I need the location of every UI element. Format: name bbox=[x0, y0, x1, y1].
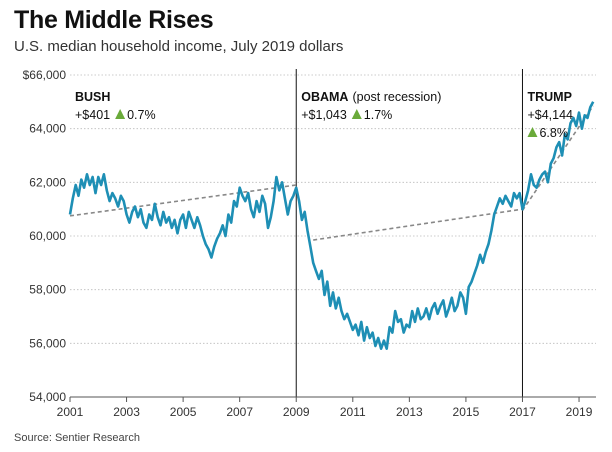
x-tick-label: 2017 bbox=[509, 405, 536, 419]
era-name: TRUMP bbox=[527, 90, 571, 104]
era-dividers bbox=[295, 69, 523, 397]
y-tick-label: 60,000 bbox=[29, 229, 66, 243]
era-percent: 6.8% bbox=[539, 126, 568, 140]
era-change: +$4,144 bbox=[527, 108, 573, 122]
source-note: Source: Sentier Research bbox=[14, 432, 140, 444]
x-tick-label: 2011 bbox=[340, 405, 366, 419]
era-change: +$1,043 bbox=[301, 108, 347, 122]
chart-subtitle: U.S. median household income, July 2019 … bbox=[14, 38, 344, 55]
up-triangle-icon bbox=[351, 109, 362, 119]
trend-line bbox=[69, 184, 297, 217]
y-tick-label: 56,000 bbox=[29, 336, 66, 350]
y-tick-label: 64,000 bbox=[29, 122, 66, 136]
x-tick-label: 2015 bbox=[453, 405, 480, 419]
x-tick-label: 2007 bbox=[226, 405, 253, 419]
up-triangle-icon bbox=[115, 109, 126, 119]
x-tick-label: 2003 bbox=[113, 405, 140, 419]
x-tick-label: 2013 bbox=[396, 405, 423, 419]
axis-labels: $66,000 64,000 62,000 60,000 58,000 56,000 54,… bbox=[23, 68, 596, 419]
x-tick-label: 2019 bbox=[566, 405, 593, 419]
era-percent: 1.7% bbox=[364, 108, 393, 122]
y-tick-label: 62,000 bbox=[29, 175, 66, 189]
up-triangle-icon bbox=[527, 127, 538, 137]
era-annotations: BUSH +$401 0.7% OBAMA (post recession) +$1,04… bbox=[75, 90, 573, 140]
series-layer bbox=[68, 101, 595, 351]
era-change: +$401 bbox=[75, 108, 110, 122]
era-name: OBAMA bbox=[301, 90, 348, 104]
era-subtitle: (post recession) bbox=[352, 90, 441, 104]
gridlines bbox=[70, 74, 596, 398]
x-tick-label: 2001 bbox=[57, 405, 84, 419]
era-percent: 0.7% bbox=[127, 108, 156, 122]
y-tick-label: 58,000 bbox=[29, 283, 66, 297]
y-tick-label: 54,000 bbox=[29, 390, 66, 404]
series-line bbox=[68, 101, 595, 351]
era-name: BUSH bbox=[75, 90, 110, 104]
trend-line bbox=[313, 208, 523, 241]
chart-title: The Middle Rises bbox=[14, 6, 214, 34]
y-tick-label: $66,000 bbox=[23, 68, 67, 82]
x-tick-label: 2009 bbox=[283, 405, 310, 419]
x-tick-label: 2005 bbox=[170, 405, 197, 419]
